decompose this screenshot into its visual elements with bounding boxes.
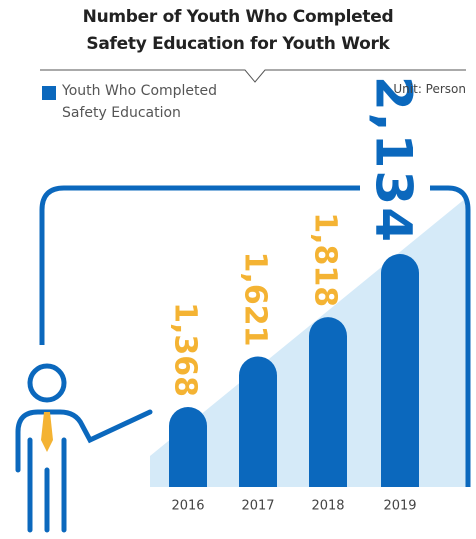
x-tick-label: 2017 [241,499,274,514]
bar [309,317,347,487]
frame [39,185,471,487]
tie [41,412,53,452]
unit-label: Unit: Person [393,82,466,96]
bar [169,407,207,487]
x-tick-label: 2018 [311,499,344,514]
x-tick-label: 2019 [383,499,416,514]
presenter-icon [15,363,153,533]
chart-title: Number of Youth Who Completed Safety Edu… [82,7,394,54]
title-rule [40,69,466,83]
value-label: 2,134 [365,76,423,244]
bar [239,356,277,487]
value-label: 1,621 [238,252,273,347]
bar [381,254,419,487]
legend-label: Youth Who Completed Safety Education [62,83,218,121]
x-tick-label: 2016 [171,499,204,514]
value-label: 1,368 [168,302,203,397]
value-label: 1,818 [308,212,343,307]
legend-swatch [42,86,56,100]
